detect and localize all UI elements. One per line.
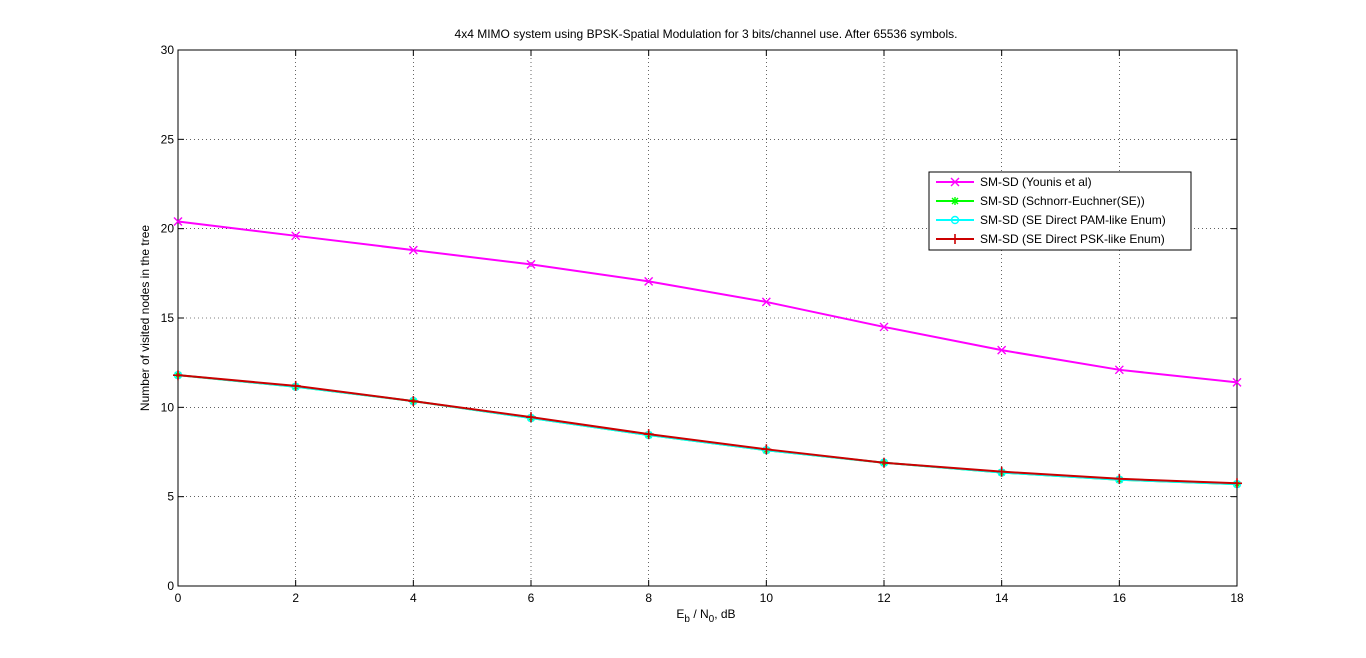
- series-4-point: [408, 396, 419, 407]
- legend-swatch-marker: [950, 215, 960, 225]
- legend-label: SM-SD (SE Direct PSK-like Enum): [980, 232, 1165, 246]
- y-tick-label: 25: [161, 132, 175, 146]
- series-1-point: [1232, 377, 1242, 387]
- x-tick-label: 16: [1113, 591, 1127, 605]
- x-tick-label: 10: [760, 591, 774, 605]
- legend: SM-SD (Younis et al) SM-SD (Schnorr-Euchn…: [928, 171, 1192, 251]
- series-1-line: [177, 220, 1238, 384]
- x-axis-label-sub-b: b: [684, 614, 690, 625]
- legend-swatch-marker: [950, 234, 960, 244]
- legend-entry-4: SM-SD (SE Direct PSK-like Enum): [936, 232, 1165, 246]
- x-tick-label: 2: [292, 591, 299, 605]
- data-series: [173, 217, 1242, 489]
- legend-swatch-marker: [950, 177, 960, 187]
- series-4: [173, 370, 1242, 489]
- series-1-point: [173, 217, 183, 227]
- series-4-point: [526, 412, 536, 423]
- x-tick-label: 14: [995, 591, 1009, 605]
- x-tick-label: 18: [1230, 591, 1244, 605]
- y-tick-label: 10: [161, 400, 175, 414]
- series-4-point: [761, 444, 772, 455]
- series-1-point: [526, 259, 536, 269]
- legend-label: SM-SD (Younis et al): [980, 175, 1092, 189]
- series-4-point: [996, 466, 1007, 477]
- plot-frame: [177, 49, 1238, 587]
- legend-entry-2: SM-SD (Schnorr-Euchner(SE)): [936, 194, 1145, 208]
- series-1-point: [761, 297, 771, 307]
- series-1-point: [644, 276, 654, 286]
- x-axis-label-mid: / N: [690, 607, 709, 621]
- x-axis-label-tail: , dB: [714, 607, 735, 621]
- legend-swatch-marker: [951, 197, 959, 205]
- y-tick-label: 5: [167, 490, 174, 504]
- series-1: [173, 217, 1242, 387]
- y-tick-label: 0: [167, 579, 174, 593]
- series-1-point: [291, 231, 301, 241]
- series-1-point: [997, 345, 1007, 355]
- series-4-point: [290, 380, 301, 391]
- series-1-point: [879, 322, 889, 332]
- x-tick-label: 0: [175, 591, 182, 605]
- x-axis-label: Eb / N0, dB: [676, 607, 735, 625]
- x-tick-label: 6: [528, 591, 535, 605]
- series-4-point: [643, 429, 654, 440]
- x-axis-label-sub-0: 0: [709, 614, 715, 625]
- x-tick-label: 4: [410, 591, 417, 605]
- x-axis-label-main: E: [676, 607, 684, 621]
- series-4-line: [177, 374, 1238, 485]
- series-1-point: [1114, 365, 1124, 375]
- series-1-point: [408, 245, 418, 255]
- series-4-point: [1232, 478, 1242, 489]
- legend-label: SM-SD (SE Direct PAM-like Enum): [980, 213, 1166, 227]
- y-tick-label: 20: [161, 222, 175, 236]
- series-4-point: [173, 370, 183, 381]
- chart-title: 4x4 MIMO system using BPSK-Spatial Modul…: [455, 27, 958, 41]
- x-tick-label: 8: [645, 591, 652, 605]
- x-tick-label: 12: [877, 591, 891, 605]
- series-4-point: [1114, 473, 1125, 484]
- y-axis-label: Number of visited nodes in the tree: [138, 225, 152, 411]
- legend-entry-1: SM-SD (Younis et al): [936, 175, 1092, 189]
- tick-labels: 0 2 4 6 8 10 12 14 16 18 0 5 10 15 20 25 30: [161, 43, 1244, 605]
- legend-box: [928, 171, 1192, 251]
- legend-entry-3: SM-SD (SE Direct PAM-like Enum): [936, 213, 1166, 227]
- y-tick-label: 15: [161, 311, 175, 325]
- legend-label: SM-SD (Schnorr-Euchner(SE)): [980, 194, 1145, 208]
- y-tick-label: 30: [161, 43, 175, 57]
- series-4-point: [879, 457, 889, 468]
- axes: [177, 49, 1238, 587]
